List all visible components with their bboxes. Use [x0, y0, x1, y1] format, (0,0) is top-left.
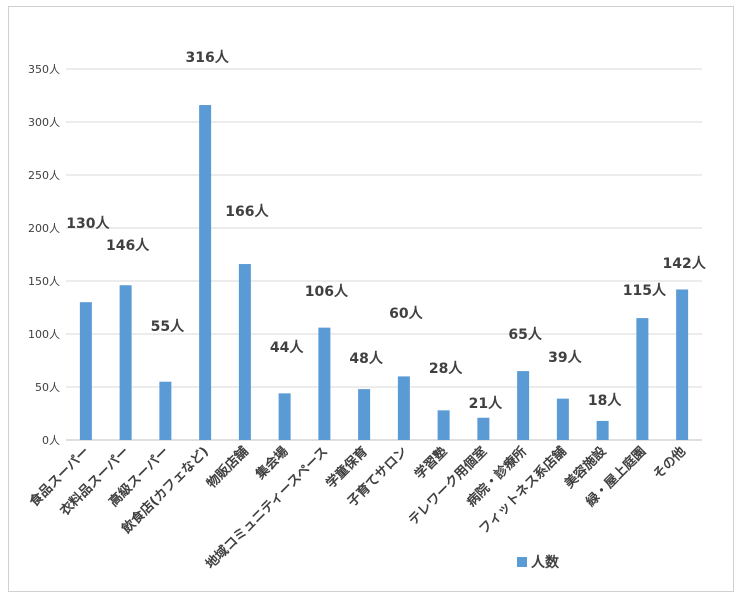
bar — [119, 285, 132, 440]
bar — [159, 381, 172, 440]
y-tick-label: 200人 — [28, 222, 60, 235]
legend-label: 人数 — [531, 554, 560, 571]
bar — [437, 410, 450, 440]
x-tick-label: 集会場 — [252, 444, 292, 484]
y-tick-label: 300人 — [28, 116, 60, 129]
x-tick-label: 物販店舗 — [204, 444, 252, 492]
bar — [477, 417, 490, 440]
x-tick-label: その他 — [650, 444, 689, 483]
bar — [79, 302, 92, 440]
data-label: 65人 — [508, 326, 542, 343]
data-label: 48人 — [349, 350, 383, 367]
y-tick-label: 50人 — [35, 381, 60, 394]
bar — [397, 376, 410, 440]
x-tick-label: 学習塾 — [412, 444, 451, 483]
legend: 人数 — [517, 554, 560, 571]
y-tick-label: 100人 — [28, 328, 60, 341]
bar — [676, 289, 689, 440]
legend-swatch — [517, 557, 527, 567]
gridlines — [66, 68, 702, 441]
data-label: 166人 — [225, 203, 269, 220]
data-label: 316人 — [186, 49, 230, 66]
bar — [318, 327, 331, 440]
bar — [199, 105, 212, 440]
bar — [238, 264, 251, 440]
bars — [79, 105, 689, 440]
data-label: 146人 — [106, 237, 150, 254]
bar — [358, 389, 371, 440]
data-label: 60人 — [389, 305, 423, 322]
data-label: 142人 — [663, 255, 707, 272]
data-label: 106人 — [305, 283, 349, 300]
bar — [596, 420, 609, 440]
data-labels: 130人 146人 55人 316人 166人 44人 106人 48人 60人 28人 21人 65… — [66, 49, 706, 412]
bar — [517, 371, 530, 440]
y-tick-label: 350人 — [28, 63, 60, 76]
data-label: 28人 — [429, 360, 463, 377]
bar — [636, 318, 649, 440]
y-axis: 0人 50人 100人 150人 200人 250人 300人 350人 — [28, 63, 60, 447]
y-tick-label: 250人 — [28, 169, 60, 182]
chart-frame — [8, 6, 734, 592]
data-label: 55人 — [151, 318, 185, 335]
bar — [556, 398, 569, 440]
data-label: 44人 — [270, 339, 304, 356]
y-tick-label: 0人 — [42, 434, 60, 447]
bar — [278, 393, 291, 440]
data-label: 130人 — [66, 215, 110, 232]
data-label: 21人 — [469, 395, 503, 412]
y-tick-label: 150人 — [28, 275, 60, 288]
data-label: 115人 — [623, 282, 667, 299]
data-label: 18人 — [588, 392, 622, 409]
x-tick-label: 衣料品スーパー — [57, 444, 133, 520]
data-label: 39人 — [548, 349, 582, 366]
